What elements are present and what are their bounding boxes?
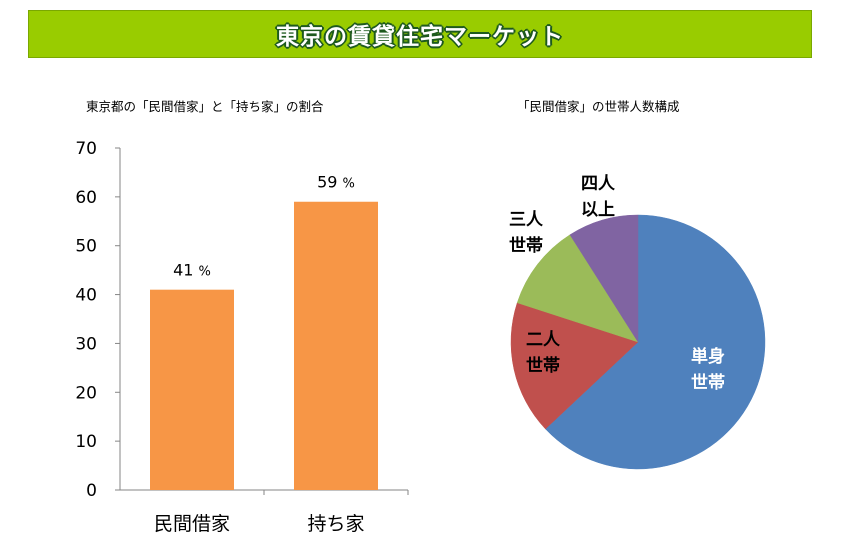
pie-slice-label: 世帯 xyxy=(526,355,560,376)
pie-slice-label: 世帯 xyxy=(509,235,543,256)
y-tick-label: 60 xyxy=(75,188,97,208)
y-tick-label: 30 xyxy=(75,334,97,354)
title-banner: 東京の賃貸住宅マーケット xyxy=(28,10,812,58)
page-title: 東京の賃貸住宅マーケット xyxy=(276,24,564,50)
pie-slice-single xyxy=(545,214,766,470)
pie-chart-title: 「民間借家」の世帯人数構成 xyxy=(517,99,680,114)
x-category-label: 民間借家 xyxy=(154,513,230,535)
pie-slice-label: 二人 xyxy=(526,330,561,350)
pie-slice-label: 四人 xyxy=(581,174,616,194)
bar-owner-occupied xyxy=(294,201,378,490)
y-tick-label: 40 xyxy=(75,286,97,306)
x-category-label: 持ち家 xyxy=(307,513,364,535)
pie-slice-label: 単身 xyxy=(691,346,725,367)
bar-data-label: 41 % xyxy=(173,261,211,280)
bar-chart-title: 東京都の「民間借家」と「持ち家」の割合 xyxy=(86,99,324,114)
pie-slice-two-person xyxy=(510,302,639,430)
pie-slice-label: 以上 xyxy=(581,200,615,220)
bar-data-label: 59 % xyxy=(317,173,355,192)
y-tick-label: 50 xyxy=(75,237,97,257)
bar-private-rental xyxy=(150,289,234,490)
pie-slice-label: 世帯 xyxy=(691,372,725,393)
y-tick-label: 20 xyxy=(75,383,97,403)
y-tick-label: 10 xyxy=(75,432,97,452)
pie-slice-three-person xyxy=(516,234,639,343)
y-tick-label: 0 xyxy=(86,481,97,501)
y-tick-label: 70 xyxy=(75,139,97,159)
pie-slice-four-plus xyxy=(569,214,639,343)
pie-slice-label: 三人 xyxy=(509,210,544,230)
